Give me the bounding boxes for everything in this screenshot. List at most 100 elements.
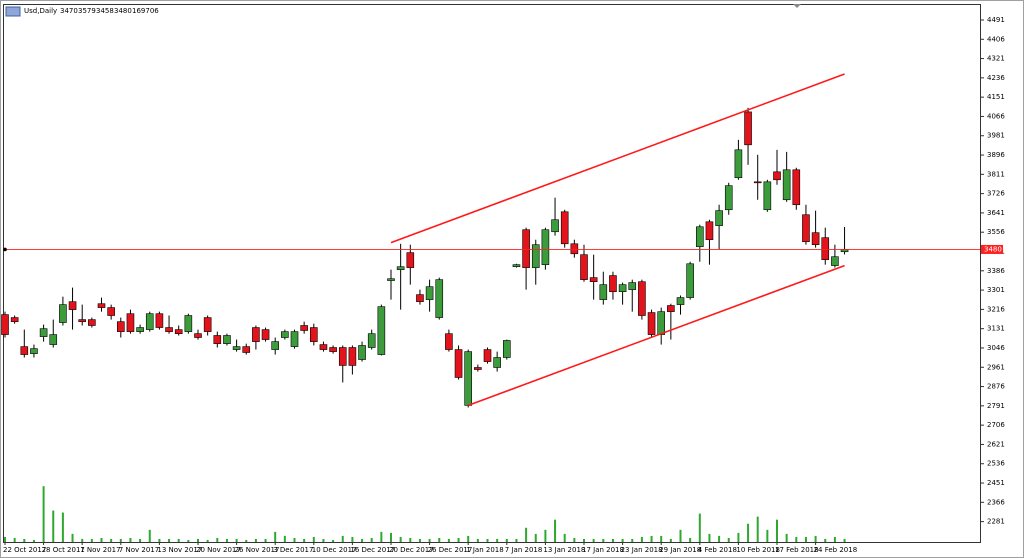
candle-body bbox=[695, 226, 704, 248]
volume-bar bbox=[4, 536, 6, 542]
y-tick-label: 2621 bbox=[987, 440, 1005, 448]
candle-body bbox=[1, 314, 9, 335]
volume-bar bbox=[332, 539, 335, 542]
volume-bar bbox=[718, 535, 721, 542]
candle-body bbox=[628, 282, 637, 290]
volume-bar bbox=[129, 537, 132, 542]
candle-body bbox=[242, 346, 251, 353]
volume-bar bbox=[611, 538, 614, 542]
candle-body bbox=[734, 149, 743, 179]
y-tick-label: 3896 bbox=[987, 151, 1005, 159]
volume-bar bbox=[737, 532, 740, 542]
volume-bar bbox=[158, 538, 161, 542]
y-tick-label: 2281 bbox=[987, 518, 1005, 526]
candle-body bbox=[541, 229, 550, 265]
x-tick-label: 23 Jan 2018 bbox=[621, 546, 663, 554]
volume-bar bbox=[370, 537, 373, 542]
volume-bar bbox=[660, 535, 663, 542]
volume-bar bbox=[766, 529, 769, 542]
volume-bar bbox=[341, 535, 344, 542]
x-tick-label: 13 Nov 2017 bbox=[157, 546, 202, 554]
y-tick-label: 3046 bbox=[987, 344, 1005, 352]
candle-body bbox=[416, 294, 424, 302]
x-tick-label: 7 Jan 2018 bbox=[505, 546, 543, 554]
volume-bar bbox=[52, 510, 55, 542]
volume-bar bbox=[602, 538, 605, 542]
y-tick-label: 2451 bbox=[987, 479, 1005, 487]
volume-bar bbox=[843, 538, 846, 542]
x-tick-label: 13 Jan 2018 bbox=[543, 546, 585, 554]
x-tick-label: 3 Dec 2017 bbox=[273, 546, 313, 554]
volume-bar bbox=[139, 538, 142, 542]
candle-body bbox=[531, 244, 540, 268]
candle-body bbox=[59, 304, 67, 323]
candle-body bbox=[78, 319, 86, 322]
volume-bar bbox=[225, 538, 228, 542]
y-tick-label: 4321 bbox=[987, 55, 1005, 63]
y-tick-label: 4066 bbox=[987, 112, 1005, 120]
volume-bar bbox=[390, 532, 392, 542]
volume-bar bbox=[505, 538, 508, 542]
price-label: 3480 bbox=[984, 245, 1002, 253]
candle-body bbox=[117, 321, 125, 332]
header-high: 3579 bbox=[78, 7, 96, 15]
y-tick-label: 4406 bbox=[987, 35, 1005, 43]
volume-bar bbox=[573, 537, 576, 542]
candle-body bbox=[512, 264, 521, 268]
x-tick-label: 7 Nov 2017 bbox=[119, 546, 159, 554]
volume-bar bbox=[814, 535, 817, 542]
candle-body bbox=[97, 303, 106, 308]
candle-body bbox=[358, 345, 366, 360]
volume-bar bbox=[824, 538, 827, 542]
volume-bar bbox=[380, 531, 383, 542]
volume-bar bbox=[544, 529, 547, 542]
x-tick-label: 10 Feb 2018 bbox=[736, 546, 780, 554]
candle-body bbox=[174, 329, 183, 334]
volume-bar bbox=[283, 535, 286, 542]
candle-body bbox=[522, 229, 530, 268]
volume-bar bbox=[168, 538, 171, 542]
volume-bar bbox=[727, 537, 730, 542]
candle-body bbox=[502, 340, 511, 358]
candle-body bbox=[300, 325, 308, 331]
header-open: 3470 bbox=[60, 7, 78, 15]
x-tick-label: 16 Dec 2017 bbox=[350, 546, 395, 554]
candle-body bbox=[184, 315, 193, 332]
candle-body bbox=[551, 219, 559, 233]
y-tick-label: 3811 bbox=[987, 170, 1005, 178]
candle-body bbox=[309, 327, 318, 342]
x-tick-label: 26 Dec 2017 bbox=[428, 546, 473, 554]
volume-bar bbox=[197, 538, 199, 542]
header-volume: 169706 bbox=[132, 7, 159, 15]
header-close: 3480 bbox=[114, 7, 132, 15]
candle-body bbox=[657, 311, 666, 335]
volume-bar bbox=[245, 539, 248, 542]
y-tick-label: 3386 bbox=[987, 267, 1005, 275]
volume-bar bbox=[206, 539, 209, 542]
y-tick-label: 3301 bbox=[987, 286, 1005, 294]
symbol-icon bbox=[5, 6, 21, 17]
volume-bar bbox=[515, 538, 518, 542]
x-tick-label: 29 Jan 2018 bbox=[659, 546, 701, 554]
volume-bar bbox=[689, 537, 692, 542]
y-tick-label: 3556 bbox=[987, 228, 1005, 236]
volume-bar bbox=[322, 538, 325, 542]
candle-body bbox=[647, 312, 656, 335]
candle-body bbox=[493, 357, 501, 368]
volume-bar bbox=[71, 533, 74, 542]
volume-bar bbox=[428, 538, 431, 542]
candle-body bbox=[261, 329, 270, 340]
y-tick-label: 4151 bbox=[987, 93, 1005, 101]
x-tick-label: 17 Jan 2018 bbox=[582, 546, 624, 554]
candle-body bbox=[377, 306, 386, 355]
volume-bar bbox=[785, 533, 788, 542]
candle-body bbox=[483, 349, 492, 362]
x-tick-label: 10 Dec 2017 bbox=[312, 546, 357, 554]
volume-bar bbox=[23, 538, 26, 542]
x-tick-label: 28 Oct 2017 bbox=[42, 546, 85, 554]
candle-body bbox=[319, 344, 328, 350]
candle-body bbox=[396, 266, 405, 270]
volume-bar bbox=[592, 538, 595, 542]
